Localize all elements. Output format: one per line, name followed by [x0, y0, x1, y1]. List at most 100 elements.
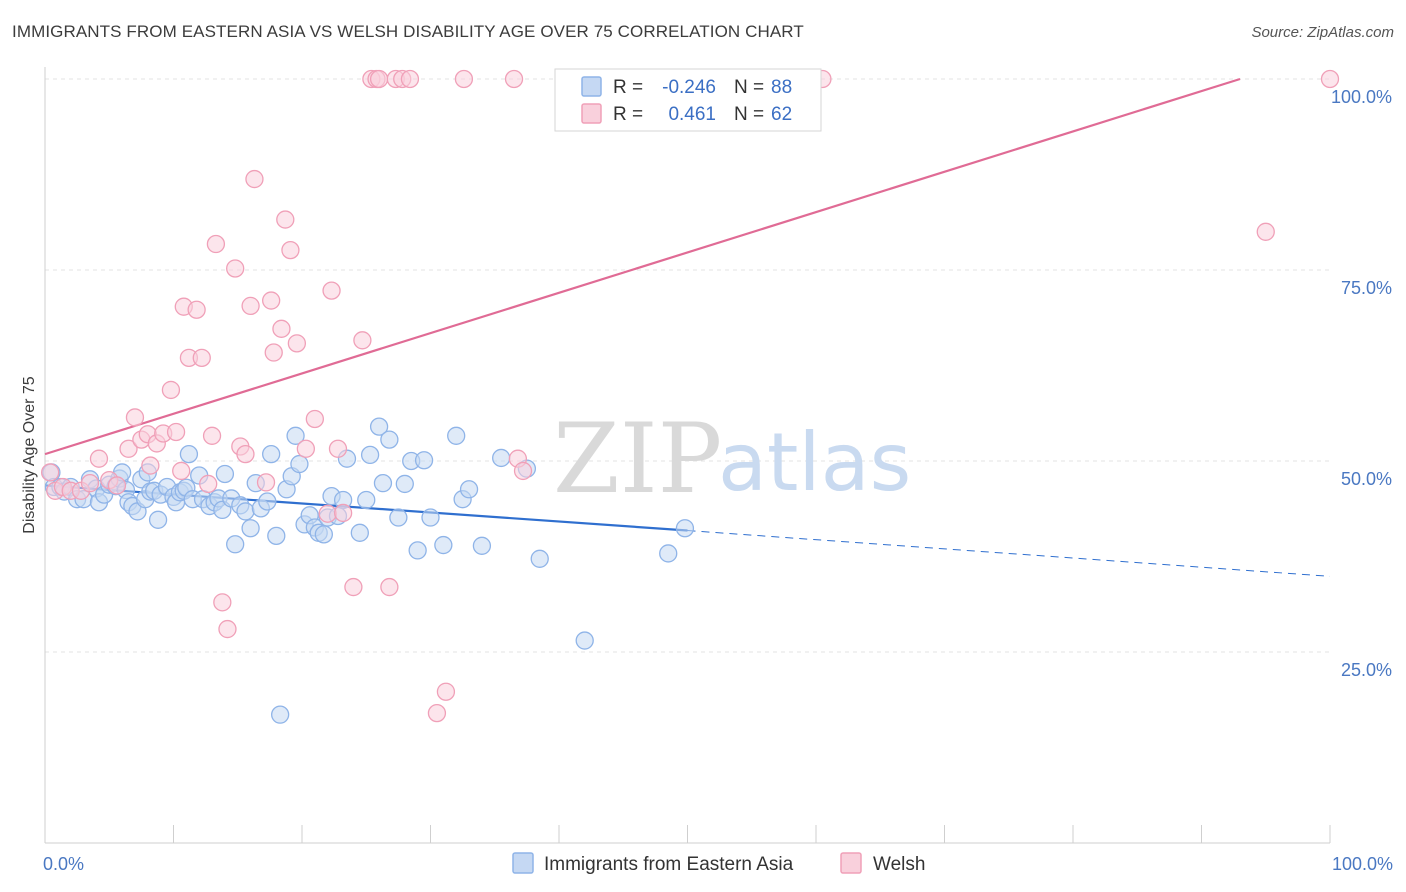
series-legend: Immigrants from Eastern Asia Welsh	[512, 852, 925, 875]
point-eastern-asia	[286, 426, 305, 445]
stats-legend-r-value-2: 0.461	[668, 104, 716, 125]
point-welsh	[276, 210, 295, 229]
stats-legend-n-value-2: 62	[771, 104, 792, 125]
point-welsh	[199, 474, 218, 494]
point-eastern-asia	[447, 426, 466, 445]
watermark: ZIP atlas	[553, 403, 911, 515]
point-eastern-asia	[267, 526, 286, 546]
point-welsh	[287, 334, 307, 353]
stats-legend-swatch-pink	[581, 103, 602, 124]
point-eastern-asia	[459, 480, 479, 499]
point-welsh	[322, 281, 341, 300]
point-welsh	[262, 291, 281, 310]
legend-swatch-welsh	[840, 852, 862, 874]
point-eastern-asia	[290, 454, 309, 474]
point-eastern-asia	[236, 502, 255, 521]
point-eastern-asia	[492, 448, 511, 468]
legend-label-eastern-asia: Immigrants from Eastern Asia	[544, 854, 794, 875]
point-eastern-asia	[241, 519, 260, 538]
point-welsh	[305, 409, 325, 429]
stats-legend-n-label-1: N =	[734, 77, 764, 98]
y-axis-label: Disability Age Over 75	[21, 376, 38, 534]
point-welsh	[1256, 222, 1275, 241]
source-label: Source: ZipAtlas.com	[1251, 24, 1394, 41]
point-welsh	[353, 331, 372, 350]
point-eastern-asia	[380, 430, 399, 449]
chart-title: IMMIGRANTS FROM EASTERN ASIA VS WELSH DI…	[12, 22, 804, 41]
point-eastern-asia	[148, 510, 168, 529]
point-welsh	[172, 461, 191, 481]
trend-extension-eastern-asia	[687, 530, 1331, 577]
point-eastern-asia	[675, 519, 695, 538]
point-eastern-asia	[369, 417, 389, 436]
point-welsh	[281, 240, 300, 260]
point-eastern-asia	[373, 474, 393, 493]
point-welsh	[436, 682, 456, 701]
point-welsh	[125, 408, 145, 427]
point-welsh	[206, 234, 226, 254]
point-eastern-asia	[360, 445, 380, 465]
tick-labels: 25.0% 50.0% 75.0% 100.0% 0.0% 100.0%	[43, 87, 1393, 874]
point-eastern-asia	[472, 536, 492, 555]
y-tick-label: 50.0%	[1341, 469, 1392, 489]
point-welsh	[369, 69, 389, 89]
y-tick-label: 75.0%	[1341, 278, 1392, 298]
point-welsh	[296, 439, 316, 458]
x-tick-label: 100.0%	[1332, 854, 1393, 874]
trend-line-welsh	[44, 77, 1241, 456]
point-welsh	[344, 577, 363, 597]
point-welsh	[236, 444, 255, 464]
point-eastern-asia	[434, 535, 453, 555]
point-welsh	[89, 449, 109, 468]
point-eastern-asia	[179, 444, 199, 464]
point-welsh	[318, 504, 337, 523]
point-eastern-asia	[659, 544, 678, 563]
point-welsh	[380, 577, 399, 597]
legend-label-welsh: Welsh	[873, 854, 925, 875]
y-tick-label: 25.0%	[1341, 660, 1392, 680]
stats-legend-n-label-2: N =	[734, 104, 764, 125]
point-welsh	[256, 473, 276, 492]
data-points	[40, 69, 1340, 724]
gridlines	[45, 78, 1330, 653]
point-welsh	[107, 476, 127, 495]
point-welsh	[202, 426, 222, 445]
point-eastern-asia	[357, 490, 376, 510]
point-eastern-asia	[389, 508, 408, 527]
point-welsh	[400, 69, 420, 89]
point-welsh	[218, 619, 237, 639]
point-welsh	[427, 703, 447, 723]
point-eastern-asia	[215, 464, 235, 484]
point-welsh	[513, 461, 533, 481]
point-eastern-asia	[414, 451, 434, 470]
watermark-zip: ZIP	[553, 403, 722, 515]
y-tick-label: 100.0%	[1331, 87, 1392, 107]
axes	[44, 67, 1331, 844]
point-welsh	[80, 474, 100, 493]
point-welsh	[333, 503, 353, 523]
watermark-atlas: atlas	[718, 416, 911, 509]
stats-legend-r-value-1: -0.246	[662, 77, 716, 98]
point-welsh	[192, 348, 211, 368]
point-welsh	[454, 69, 474, 89]
stats-legend-r-label-2: R =	[613, 104, 643, 125]
point-welsh	[1320, 69, 1340, 89]
legend-swatch-eastern-asia	[512, 852, 534, 874]
point-eastern-asia	[530, 549, 549, 568]
stats-legend-swatch-blue	[581, 76, 602, 97]
point-eastern-asia	[575, 631, 594, 650]
point-eastern-asia	[350, 523, 369, 542]
point-welsh	[226, 259, 245, 278]
point-welsh	[161, 380, 181, 400]
point-eastern-asia	[271, 705, 290, 724]
x-tick-label: 0.0%	[43, 854, 84, 874]
point-welsh	[141, 456, 160, 475]
stats-legend-n-value-1: 88	[771, 77, 792, 98]
point-eastern-asia	[421, 508, 440, 527]
point-welsh	[187, 300, 206, 319]
point-eastern-asia	[314, 525, 333, 544]
point-welsh	[40, 463, 60, 482]
point-eastern-asia	[395, 474, 414, 494]
point-welsh	[328, 439, 348, 458]
point-welsh	[241, 296, 260, 316]
